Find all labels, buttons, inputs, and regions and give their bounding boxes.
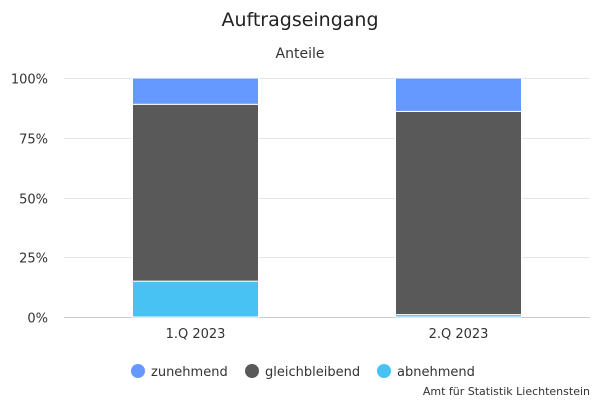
bar-segment-zunehmend[interactable] [395, 77, 522, 112]
bar-segment-zunehmend[interactable] [132, 77, 259, 105]
legend-item-zunehmend[interactable]: zunehmend [131, 364, 228, 380]
chart-subtitle: Anteile [276, 46, 325, 62]
x-tick-label: 1.Q 2023 [166, 327, 226, 342]
legend-item-gleichbleibend[interactable]: gleichbleibend [245, 364, 360, 380]
legend-marker [131, 364, 145, 378]
y-axis-tick-labels: 0% 25% 50% 75% 100% [11, 73, 48, 327]
legend-label: gleichbleibend [265, 365, 360, 380]
legend-marker [377, 364, 391, 378]
legend[interactable]: zunehmend gleichbleibend abnehmend [131, 364, 475, 380]
y-tick-label: 100% [11, 73, 48, 88]
legend-label: abnehmend [397, 365, 475, 380]
x-tick-label: 2.Q 2023 [429, 327, 489, 342]
legend-label: zunehmend [151, 365, 228, 380]
bar-segment-gleichbleibend[interactable] [395, 110, 522, 316]
bar-segment-gleichbleibend[interactable] [132, 103, 259, 282]
y-tick-label: 50% [19, 193, 48, 208]
legend-item-abnehmend[interactable]: abnehmend [377, 364, 475, 380]
chart-title: Auftragseingang [221, 9, 378, 31]
bar-segment-abnehmend[interactable] [132, 280, 259, 318]
bars [132, 77, 522, 318]
y-tick-label: 75% [19, 133, 48, 148]
chart-credits: Amt für Statistik Liechtenstein [423, 385, 590, 398]
y-tick-label: 0% [27, 312, 48, 327]
legend-marker [245, 364, 259, 378]
x-axis-tick-labels: 1.Q 2023 2.Q 2023 [166, 327, 489, 342]
y-tick-label: 25% [19, 252, 48, 267]
